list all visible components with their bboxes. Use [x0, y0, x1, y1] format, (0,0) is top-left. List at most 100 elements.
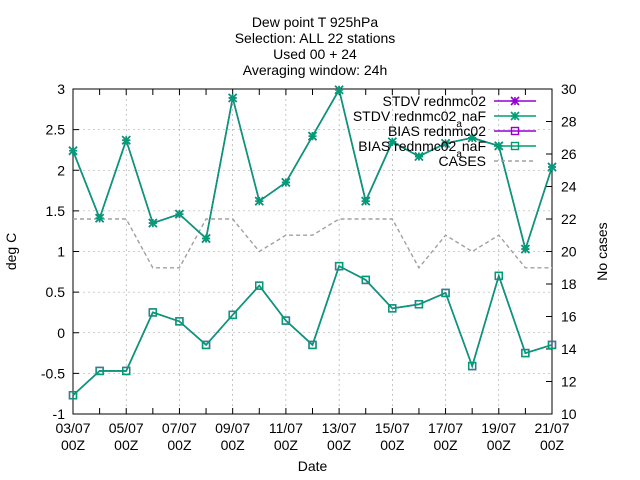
title-line: Used 00 + 24: [273, 46, 357, 62]
data-point: [148, 308, 158, 317]
data-point: [467, 361, 477, 371]
y2-tick-label: 28: [561, 114, 577, 130]
data-point: [95, 366, 104, 376]
data-point: [387, 137, 397, 147]
series-layer: [68, 85, 557, 400]
y2-tick-label: 12: [561, 374, 577, 390]
star-marker: [334, 85, 344, 95]
x-tick-label: 21/07: [534, 420, 569, 436]
data-point: [307, 131, 318, 141]
data-point: [440, 138, 451, 149]
data-point: [547, 162, 557, 172]
y-tick-label: 2.5: [46, 122, 66, 138]
star-marker: [467, 133, 477, 143]
x-axis-label: Date: [298, 458, 328, 474]
data-point: [121, 135, 131, 145]
star-marker: [414, 151, 424, 162]
data-point: [174, 209, 185, 219]
star-marker: [361, 196, 371, 206]
x-tick-label: 19/07: [481, 420, 516, 436]
data-point: [201, 340, 211, 350]
data-point: [228, 310, 237, 320]
data-point: [547, 340, 557, 350]
y-tick-label: 2: [57, 162, 65, 178]
data-point: [255, 281, 264, 290]
y2-tick-label: 20: [561, 244, 577, 260]
y2-axis-label: No cases: [594, 222, 610, 280]
data-point: [414, 300, 424, 309]
star-marker: [201, 233, 211, 244]
x-tick-label-hour: 00Z: [433, 437, 458, 453]
data-point: [228, 93, 238, 103]
x-tick-label: 15/07: [375, 420, 410, 436]
data-point: [334, 261, 344, 271]
star-marker: [307, 131, 318, 141]
star-marker: [68, 146, 78, 156]
star-marker: [387, 137, 397, 147]
grid: [73, 89, 552, 414]
series-line: [72, 264, 553, 396]
data-point: [441, 288, 450, 298]
y-tick-label: -0.5: [41, 365, 65, 381]
y2-tick-label: 16: [561, 309, 577, 325]
title-line: Selection: ALL 22 stations: [235, 30, 396, 46]
star-marker: [254, 196, 264, 206]
y-tick-label: 0: [57, 325, 65, 341]
title-line: Dew point T 925hPa: [252, 14, 379, 30]
star-marker: [510, 111, 520, 121]
legend-label: BIAS rednmc02: [388, 123, 486, 139]
y-tick-label: 1: [57, 244, 65, 260]
star-marker: [174, 209, 185, 219]
star-marker: [547, 162, 557, 172]
data-point: [95, 213, 105, 223]
axis-ticks: 3 2.5 2 1.5 1 0.5 0 -0.5 -1 30 28 26 24 22 20 18 16 14 12 1…: [41, 81, 577, 453]
legend-label: STDV rednmc02: [383, 93, 487, 109]
y2-tick-label: 24: [561, 179, 577, 195]
data-point: [122, 366, 131, 376]
y2-tick-label: 10: [561, 406, 577, 422]
x-tick-label: 17/07: [428, 420, 463, 436]
data-point: [414, 151, 424, 162]
x-tick-label-hour: 00Z: [380, 437, 405, 453]
data-point: [201, 233, 211, 244]
data-point: [68, 146, 78, 156]
y-axis-label: deg C: [3, 233, 19, 270]
legend-marker: [510, 126, 520, 136]
data-point: [361, 275, 370, 285]
data-point: [520, 244, 530, 254]
series-line: [73, 218, 552, 270]
legend-marker: [510, 111, 520, 121]
data-point: [521, 348, 530, 358]
data-point: [308, 340, 317, 350]
star-marker: [510, 96, 520, 106]
x-tick-label-hour: 00Z: [274, 437, 299, 453]
y-tick-label: 0.5: [46, 284, 66, 300]
data-point: [254, 196, 264, 206]
legend-marker: [510, 141, 520, 151]
star-marker: [281, 177, 291, 188]
y2-tick-label: 30: [561, 81, 577, 97]
data-point: [334, 85, 344, 95]
legend-label: CASES: [439, 153, 486, 169]
data-point: [467, 133, 477, 143]
x-tick-label-hour: 00Z: [61, 437, 86, 453]
y-tick-label: -1: [53, 406, 66, 422]
x-tick-label: 05/07: [109, 420, 144, 436]
data-point: [281, 316, 291, 325]
star-marker: [121, 135, 131, 145]
x-tick-label-hour: 00Z: [167, 437, 192, 453]
x-tick-label: 03/07: [55, 420, 90, 436]
x-tick-label-hour: 00Z: [221, 437, 246, 453]
y2-tick-label: 26: [561, 146, 577, 162]
x-tick-label: 11/07: [269, 420, 303, 436]
star-marker: [228, 93, 238, 103]
y2-tick-label: 22: [561, 211, 577, 227]
data-point: [175, 317, 184, 326]
y2-tick-label: 18: [561, 276, 577, 292]
x-tick-label-hour: 00Z: [327, 437, 352, 453]
y2-tick-label: 14: [561, 341, 577, 357]
y-tick-label: 3: [57, 81, 65, 97]
x-tick-label: 09/07: [215, 420, 250, 436]
